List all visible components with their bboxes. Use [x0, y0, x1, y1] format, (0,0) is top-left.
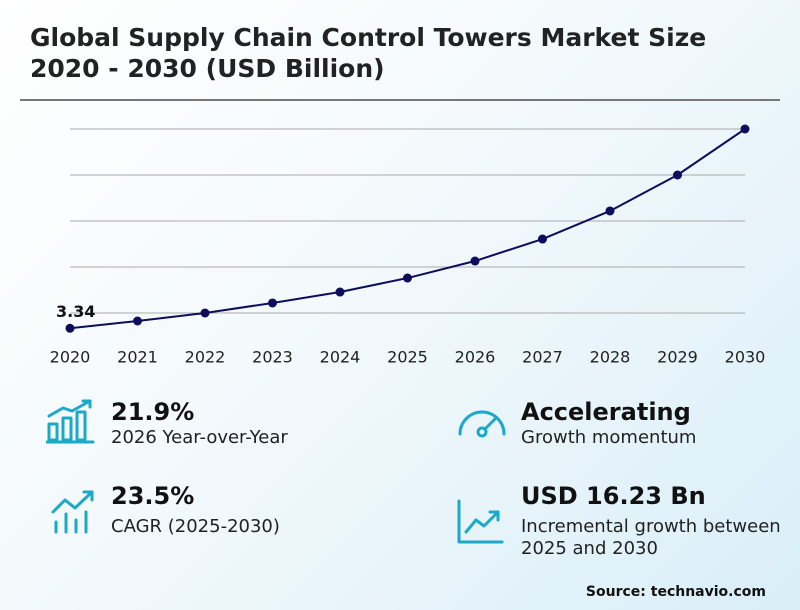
- stat-block: 23.5% CAGR (2025-2030): [111, 481, 280, 538]
- chart-growth-icon: [457, 499, 504, 544]
- divider: [20, 99, 780, 101]
- x-tick-label: 2023: [252, 348, 293, 367]
- stat-label: Growth momentum: [521, 427, 697, 448]
- point: [200, 308, 210, 318]
- x-tick-label: 2026: [455, 348, 496, 367]
- stat-value: Accelerating: [521, 398, 691, 426]
- stat-label: CAGR (2025-2030): [111, 516, 280, 537]
- point: [605, 206, 615, 216]
- x-tick-label: 2020: [50, 348, 91, 367]
- bar-growth-icon: [46, 399, 95, 444]
- stat-label: 2026 Year-over-Year: [111, 427, 288, 448]
- stat-block: 21.9% 2026 Year-over-Year: [111, 397, 288, 449]
- point: [65, 323, 75, 333]
- point: [403, 273, 412, 283]
- chart-title: Global Supply Chain Control Towers Marke…: [30, 23, 707, 83]
- x-tick-label: 2022: [185, 348, 226, 367]
- data-label: 3.34: [56, 302, 95, 321]
- point: [268, 298, 277, 308]
- x-tick-label: 2027: [522, 348, 563, 367]
- trend-bars-icon: [51, 490, 94, 534]
- point: [335, 287, 345, 297]
- stat-label: Incremental growth between 2025 and 2030: [521, 516, 781, 559]
- x-tick-label: 2024: [320, 348, 361, 367]
- x-tick-label: 2021: [117, 348, 158, 367]
- line: [69, 128, 746, 330]
- point: [673, 170, 682, 180]
- point: [470, 256, 480, 266]
- source: Source: technavio.com: [585, 584, 766, 600]
- x-tick-label: 2029: [657, 348, 698, 367]
- stat-value: USD 16.23 Bn: [521, 482, 706, 510]
- stat-value: 21.9%: [111, 398, 195, 426]
- stat-block: Accelerating Growth momentum: [521, 397, 696, 449]
- x-tick-label: 2025: [387, 348, 428, 367]
- point: [538, 234, 547, 244]
- stat-value: 23.5%: [111, 482, 195, 510]
- gauge-icon: [458, 410, 506, 438]
- stat-block: USD 16.23 Bn Incremental growth between …: [521, 481, 781, 560]
- point: [133, 316, 142, 326]
- point: [740, 124, 750, 134]
- x-tick-label: 2030: [725, 348, 766, 367]
- chart: 2020 2021 2022 2023 2024 2025 2026 2027 2028 2029…: [50, 124, 766, 367]
- x-tick-label: 2028: [590, 348, 631, 367]
